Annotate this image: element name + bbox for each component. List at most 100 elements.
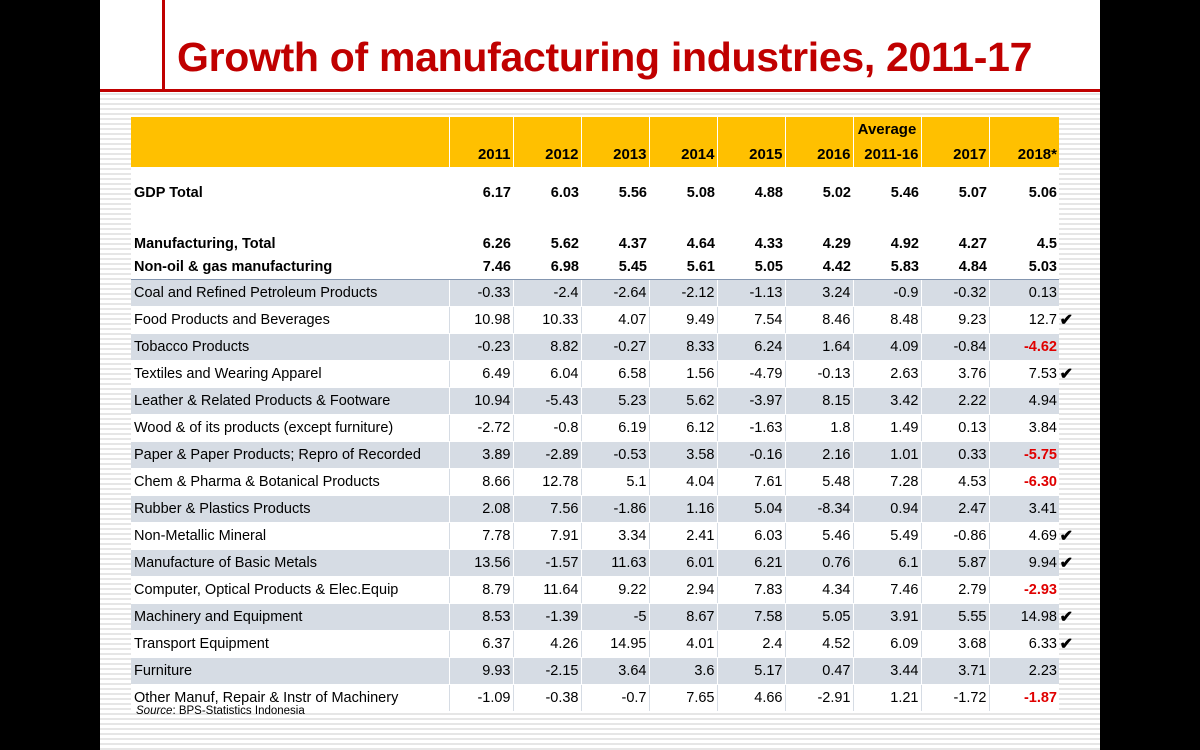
value-cell: -1.63 xyxy=(716,414,785,442)
value-2018: 12.7 xyxy=(1028,312,1057,328)
value-cell: -1.86 xyxy=(580,495,649,523)
slide-header: Growth of manufacturing industries, 2011… xyxy=(100,0,1100,92)
value-cell: -0.8 xyxy=(512,414,581,442)
value-cell: -0.84 xyxy=(920,333,989,361)
row-label: GDP Total xyxy=(131,167,449,219)
slide: Growth of manufacturing industries, 2011… xyxy=(100,0,1100,750)
value-2018: 2.23 xyxy=(1028,663,1057,679)
row-label: Wood & of its products (except furniture… xyxy=(131,414,449,442)
value-cell: 14.95 xyxy=(580,630,649,658)
value-cell: -2.15 xyxy=(512,657,581,685)
value-cell: 8.15 xyxy=(784,387,853,415)
value-cell: 5.87 xyxy=(920,549,989,577)
value-cell: 11.63 xyxy=(580,549,649,577)
value-cell: 6.58 xyxy=(580,360,649,388)
value-cell: -4.79 xyxy=(716,360,785,388)
value-cell: 2.4 xyxy=(716,630,785,658)
value-2018: -2.93 xyxy=(1023,582,1057,598)
sector-row: Rubber & Plastics Products 2.08 7.56 -1.86 1… xyxy=(131,495,1059,523)
value-cell: 4.34 xyxy=(784,576,853,604)
value-cell: 5.05 xyxy=(784,603,853,631)
value-cell: 3.58 xyxy=(648,441,717,469)
value-cell: 3.76 xyxy=(920,360,989,388)
sector-row: Textiles and Wearing Apparel 6.49 6.04 6.58… xyxy=(131,360,1073,388)
row-label: Non-oil & gas manufacturing xyxy=(131,254,449,280)
source-text: : BPS-Statistics Indonesia xyxy=(172,705,305,717)
value-cell: -2.4 xyxy=(512,279,581,307)
value-cell: 13.56 xyxy=(448,549,513,577)
value-cell: -0.38 xyxy=(512,684,581,712)
value-cell: -5.75 xyxy=(988,441,1059,469)
value-cell: 4.53 xyxy=(920,468,989,496)
value-cell: 5.48 xyxy=(784,468,853,496)
sector-row: Manufacture of Basic Metals 13.56 -1.57 11.… xyxy=(131,549,1073,577)
value-cell: 9.94 ✔ xyxy=(988,549,1073,577)
value-cell: 7.78 xyxy=(448,522,513,550)
value-cell: 4.01 xyxy=(648,630,717,658)
value-cell: -0.9 xyxy=(852,279,921,307)
row-label: Paper & Paper Products; Repro of Recorde… xyxy=(131,441,449,469)
value-cell: 10.33 xyxy=(512,306,581,334)
value-cell: 6.21 xyxy=(716,549,785,577)
value-cell: 3.34 xyxy=(580,522,649,550)
value-cell: 1.64 xyxy=(784,333,853,361)
row-label: Leather & Related Products & Footware xyxy=(131,387,449,415)
value-cell: 6.49 xyxy=(448,360,513,388)
header-year: 2011 xyxy=(448,141,513,167)
value-cell: 3.89 xyxy=(448,441,513,469)
value-cell: -0.53 xyxy=(580,441,649,469)
value-cell: 9.93 xyxy=(448,657,513,685)
value-cell: 2.41 xyxy=(648,522,717,550)
value-2018: 9.94 xyxy=(1028,555,1057,571)
header-divider xyxy=(100,89,1100,92)
value-2018: 6.33 xyxy=(1028,636,1057,652)
value-cell: 5.23 xyxy=(580,387,649,415)
value-cell: -2.91 xyxy=(784,684,853,712)
value-cell: 3.68 xyxy=(920,630,989,658)
summary-row: Non-oil & gas manufacturing 7.46 6.98 5.45 5… xyxy=(131,254,1059,280)
value-cell: 7.65 xyxy=(648,684,717,712)
header-year: 2017 xyxy=(920,141,989,167)
value-cell: 8.82 xyxy=(512,333,581,361)
sector-row: Machinery and Equipment 8.53 -1.39 -5 8.67 7.… xyxy=(131,603,1073,631)
value-cell: 1.56 xyxy=(648,360,717,388)
value-cell: -1.39 xyxy=(512,603,581,631)
value-cell: -1.13 xyxy=(716,279,785,307)
value-cell: 1.01 xyxy=(852,441,921,469)
value-cell: 7.58 xyxy=(716,603,785,631)
sector-row: Computer, Optical Products & Elec.Equip 8… xyxy=(131,576,1059,604)
value-cell: -0.27 xyxy=(580,333,649,361)
value-cell: 5.46 xyxy=(853,167,921,219)
value-cell: 1.16 xyxy=(648,495,717,523)
summary-row: GDP Total 6.17 6.03 5.56 5.08 4.88 5.02 5.46 5.0… xyxy=(131,167,1059,219)
value-cell: 4.66 xyxy=(716,684,785,712)
value-cell: 7.61 xyxy=(716,468,785,496)
value-2018: -1.87 xyxy=(1023,690,1057,706)
value-cell: 6.1 xyxy=(852,549,921,577)
value-cell: 5.56 xyxy=(581,167,649,219)
header-year: 2015 xyxy=(716,141,785,167)
value-2018: 4.94 xyxy=(1028,393,1057,409)
table-header: Average 2011 2012 2013 2014 2015 2016 2011-16 2… xyxy=(131,117,1059,167)
row-label: Other Manuf, Repair & Instr of Machinery xyxy=(131,684,449,712)
value-cell: 4.92 xyxy=(853,219,921,254)
value-cell: -5 xyxy=(580,603,649,631)
value-cell: -1.72 xyxy=(920,684,989,712)
value-cell: 4.37 xyxy=(581,219,649,254)
value-cell: -1.57 xyxy=(512,549,581,577)
value-2018: 7.53 xyxy=(1028,366,1057,382)
value-cell: 4.33 xyxy=(717,219,785,254)
value-cell: -0.32 xyxy=(920,279,989,307)
value-cell: 5.45 xyxy=(581,254,649,280)
row-label: Chem & Pharma & Botanical Products xyxy=(131,468,449,496)
value-cell: 8.79 xyxy=(448,576,513,604)
value-cell: 8.46 xyxy=(784,306,853,334)
value-cell: -1.87 xyxy=(988,684,1059,712)
value-cell: 2.08 xyxy=(448,495,513,523)
header-year: 2011-16 xyxy=(852,141,921,167)
value-cell: 5.05 xyxy=(717,254,785,280)
value-cell: -2.89 xyxy=(512,441,581,469)
value-cell: -2.64 xyxy=(580,279,649,307)
value-cell: 6.26 xyxy=(449,219,513,254)
header-year: 2012 xyxy=(512,141,581,167)
